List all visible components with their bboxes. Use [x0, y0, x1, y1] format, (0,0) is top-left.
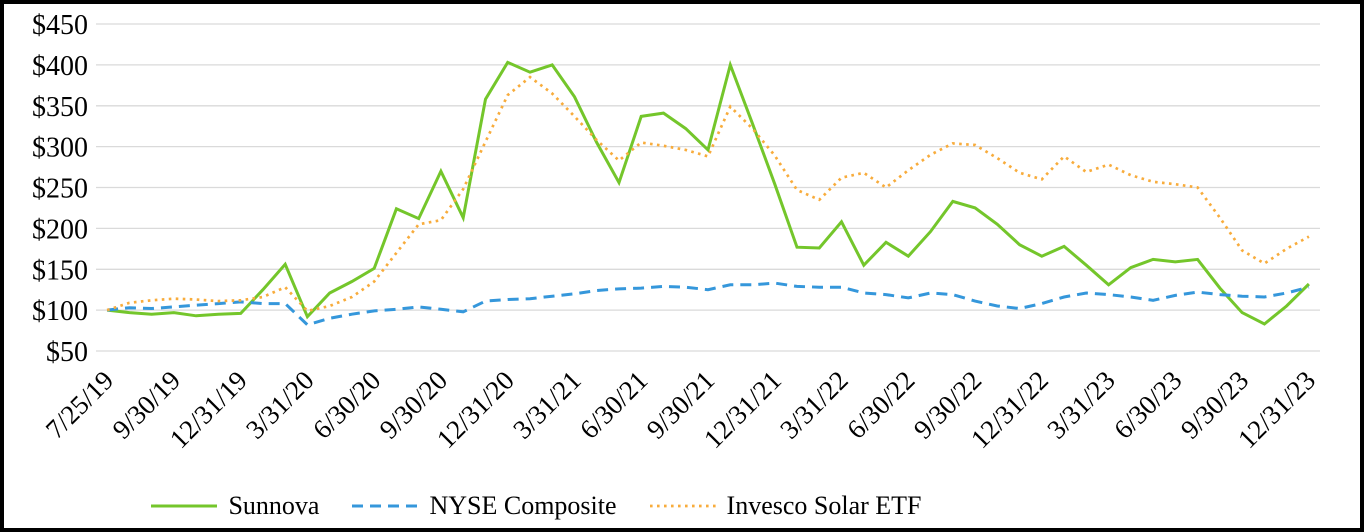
legend-label-sunnova: Sunnova — [228, 491, 320, 520]
x-axis-label-6/30/23: 6/30/23 — [1108, 365, 1188, 445]
chart-canvas: $450 $400 $350 $300 $250 $200 $150 $100 $507/25/… — [32, 10, 1321, 454]
legend-line-swatch-invesco-solar-etf — [649, 504, 716, 508]
series-line-nyse-composite — [106, 281, 1310, 327]
y-axis-label-300: $300 — [32, 133, 88, 164]
x-axis-label-7/25/19: 7/25/19 — [40, 365, 120, 445]
x-axis-label-3/31/20: 3/31/20 — [240, 365, 320, 445]
series-line-sunnova — [106, 59, 1310, 326]
y-axis-label-200: $200 — [32, 214, 88, 245]
y-axis-label-450: $450 — [32, 10, 88, 41]
y-axis-label-100: $100 — [32, 296, 88, 327]
x-axis-label-3/31/21: 3/31/21 — [507, 365, 587, 445]
legend-item-invesco-solar-etf: Invesco Solar ETF — [649, 491, 922, 521]
x-axis-label-6/30/21: 6/30/21 — [574, 365, 654, 445]
legend: Sunnova NYSE Composite Invesco Solar ETF — [4, 491, 1218, 521]
x-axis-label-3/31/23: 3/31/23 — [1041, 365, 1121, 445]
y-axis-label-250: $250 — [32, 174, 88, 205]
y-axis-label-150: $150 — [32, 255, 88, 286]
legend-label-nyse-composite: NYSE Composite — [429, 491, 617, 520]
x-axis-label-3/31/22: 3/31/22 — [774, 365, 854, 445]
legend-label-invesco-solar-etf: Invesco Solar ETF — [726, 491, 922, 520]
y-axis-label-50: $50 — [46, 337, 88, 368]
x-axis-label-6/30/22: 6/30/22 — [841, 365, 921, 445]
legend-line-swatch-sunnova — [151, 504, 218, 508]
x-axis-label-6/30/20: 6/30/20 — [307, 365, 387, 445]
legend-item-nyse-composite: NYSE Composite — [351, 491, 617, 521]
y-axis-label-400: $400 — [32, 51, 88, 82]
y-axis-label-350: $350 — [32, 92, 88, 123]
legend-item-sunnova: Sunnova — [150, 491, 319, 521]
series-line-invesco-solar-etf — [106, 75, 1310, 313]
legend-line-swatch-nyse-composite — [352, 504, 419, 508]
